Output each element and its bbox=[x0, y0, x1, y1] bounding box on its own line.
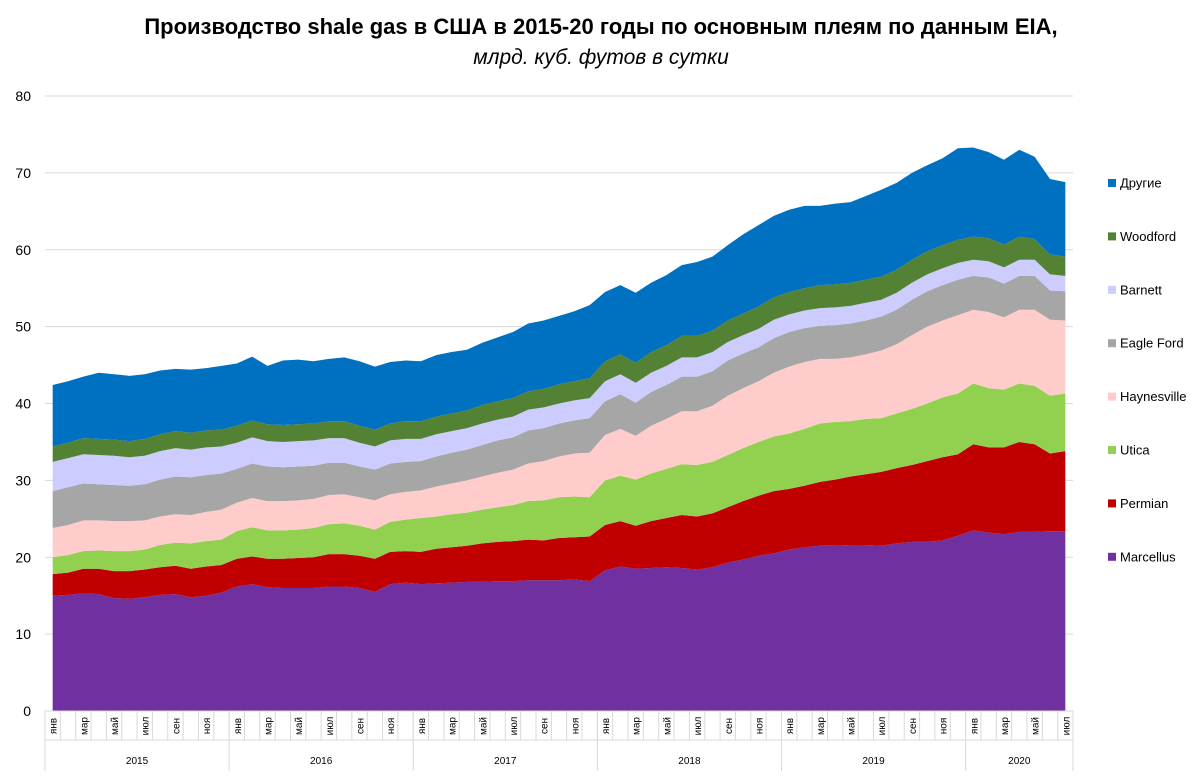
legend-swatch bbox=[1108, 232, 1116, 241]
legend-label: Woodford bbox=[1120, 229, 1176, 244]
legend-label: Другие bbox=[1120, 176, 1162, 191]
x-month-label: сен bbox=[724, 718, 735, 734]
x-month-label: мар bbox=[816, 717, 827, 735]
area-marcellus bbox=[52, 530, 1066, 711]
y-tick-label: 60 bbox=[15, 242, 31, 258]
y-tick-label: 40 bbox=[15, 396, 31, 412]
x-month-label: янв bbox=[785, 718, 796, 734]
chart-title: Производство shale gas в США в 2015-20 г… bbox=[144, 14, 1058, 39]
legend-swatch bbox=[1108, 446, 1116, 454]
x-month-label: май bbox=[847, 717, 858, 735]
x-month-label: май bbox=[294, 717, 305, 735]
x-month-label: ноя bbox=[570, 718, 581, 735]
x-month-label: ноя bbox=[386, 718, 397, 735]
x-month-label: мар bbox=[263, 717, 274, 735]
legend: Другие Woodford Barnett Eagle Ford Haynesvil… bbox=[1108, 176, 1186, 564]
x-month-label: ноя bbox=[202, 718, 213, 735]
x-month-label: мар bbox=[1000, 717, 1011, 735]
y-tick-label: 70 bbox=[15, 165, 31, 181]
x-year-label: 2015 bbox=[126, 756, 149, 767]
legend-swatch bbox=[1108, 552, 1116, 561]
x-year-label: 2020 bbox=[1008, 756, 1031, 767]
legend-label: Permian bbox=[1120, 496, 1168, 511]
legend-swatch bbox=[1108, 339, 1116, 348]
x-month-label: янв bbox=[601, 718, 612, 734]
x-month-label: сен bbox=[540, 718, 551, 734]
x-month-label: июл bbox=[877, 716, 888, 735]
x-month-label: янв bbox=[233, 718, 244, 734]
y-tick-label: 30 bbox=[15, 472, 31, 488]
x-month-label: янв bbox=[969, 718, 980, 734]
y-tick-label: 50 bbox=[15, 319, 31, 335]
legend-label: Eagle Ford bbox=[1120, 336, 1184, 351]
x-month-label: май bbox=[662, 717, 673, 735]
area-eagle-ford bbox=[52, 275, 1066, 529]
x-year-label: 2016 bbox=[310, 756, 333, 767]
x-year-label: 2019 bbox=[862, 756, 885, 767]
legend-label: Haynesville bbox=[1120, 389, 1186, 404]
x-year-label: 2018 bbox=[678, 756, 701, 767]
legend-swatch bbox=[1108, 499, 1116, 508]
x-month-label: мар bbox=[79, 717, 90, 735]
x-month-label: сен bbox=[171, 718, 182, 734]
area-permian bbox=[52, 441, 1066, 599]
x-month-label: мар bbox=[448, 717, 459, 735]
series-areas bbox=[52, 147, 1066, 711]
area-barnett bbox=[52, 259, 1066, 492]
x-month-label: июл bbox=[693, 716, 704, 735]
legend-label: Marcellus bbox=[1120, 549, 1176, 564]
y-tick-label: 10 bbox=[15, 626, 31, 642]
x-month-label: сен bbox=[356, 718, 367, 734]
x-month-label: мар bbox=[632, 717, 643, 735]
x-axis: янв мар май июл сен ноя янв мар май июл сен ноя янв м… bbox=[44, 710, 1074, 771]
area-haynesville bbox=[52, 309, 1066, 558]
x-month-label: июл bbox=[141, 716, 152, 735]
x-month-label: июл bbox=[509, 716, 520, 735]
area-woodford bbox=[52, 236, 1066, 462]
chart-subtitle: млрд. куб. футов в сутки bbox=[473, 46, 729, 69]
x-month-label: май bbox=[478, 717, 489, 735]
area-utica bbox=[52, 383, 1066, 575]
x-month-label: янв bbox=[417, 718, 428, 734]
x-month-label: сен bbox=[908, 718, 919, 734]
x-month-label: июл bbox=[325, 716, 336, 735]
y-axis: 0 10 20 30 40 50 60 70 80 bbox=[15, 88, 31, 719]
legend-swatch bbox=[1108, 392, 1116, 401]
x-month-label: май bbox=[1031, 717, 1042, 735]
legend-label: Utica bbox=[1120, 443, 1150, 458]
x-month-label: июл bbox=[1061, 716, 1072, 735]
x-month-label: янв bbox=[49, 718, 60, 734]
legend-label: Barnett bbox=[1120, 282, 1162, 297]
x-month-label: май bbox=[110, 717, 121, 735]
legend-swatch bbox=[1108, 179, 1116, 187]
y-tick-label: 20 bbox=[15, 549, 31, 565]
x-month-label: ноя bbox=[939, 718, 950, 735]
legend-swatch bbox=[1108, 285, 1116, 294]
x-month-label: ноя bbox=[754, 718, 765, 735]
area-другие bbox=[52, 147, 1066, 447]
y-tick-label: 80 bbox=[15, 88, 31, 104]
y-tick-label: 0 bbox=[23, 703, 31, 719]
x-year-label: 2017 bbox=[494, 756, 517, 767]
